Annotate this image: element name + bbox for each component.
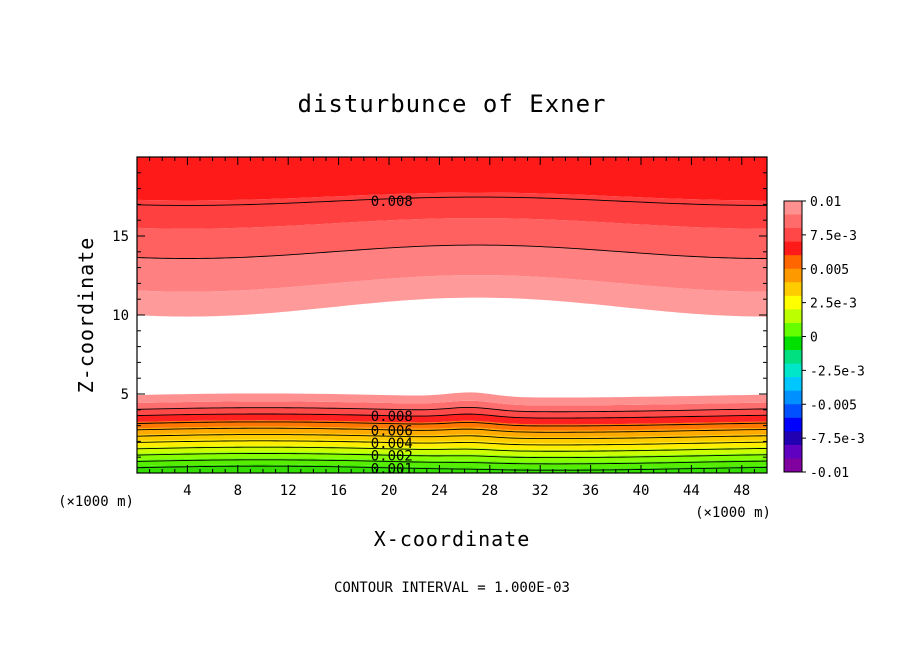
- colorbar-swatch: [784, 431, 802, 446]
- contour-fill-band: [137, 218, 767, 259]
- colorbar-swatch: [784, 363, 802, 378]
- x-tick-label: 48: [733, 483, 750, 499]
- colorbar-swatch: [784, 444, 802, 459]
- y-tick-label: 5: [121, 387, 129, 403]
- x-tick-label: 28: [481, 483, 498, 499]
- contour-label: 0.008: [371, 194, 413, 210]
- colorbar-swatch: [784, 377, 802, 392]
- x-tick-label: 32: [532, 483, 549, 499]
- contour-fill-band: [137, 432, 767, 444]
- colorbar-swatch: [784, 417, 802, 432]
- contour-line: [136, 440, 768, 446]
- x-unit-right: (×1000 m): [695, 505, 771, 521]
- contour-fill-band: [137, 420, 767, 431]
- colorbar-label: 7.5e-3: [810, 229, 857, 244]
- contour-line: [136, 453, 768, 459]
- colorbar-label: -7.5e-3: [810, 432, 865, 447]
- y-tick-label: 15: [112, 229, 129, 245]
- colorbar-swatch: [784, 390, 802, 405]
- contour-fill-band: [137, 426, 767, 438]
- y-axis-title: Z-coordinate: [74, 237, 98, 394]
- contour-line: [136, 434, 768, 440]
- contour-fill-band: [137, 245, 767, 292]
- contour-fill-band: [137, 445, 767, 456]
- colorbar: 0.01 7.5e-3 0.005 2.5e-3 0 -2.5e-3 -0.005 -7.5e…: [783, 195, 865, 481]
- x-axis-title: X-coordinate: [374, 527, 531, 551]
- colorbar-swatch: [784, 268, 802, 283]
- contour-fill-band: [137, 413, 767, 425]
- x-tick-label: 36: [582, 483, 599, 499]
- colorbar-label: 0: [810, 331, 818, 346]
- x-tick-label: 8: [234, 483, 242, 499]
- colorbar-label: -2.5e-3: [810, 364, 865, 379]
- contour-fill-band: [137, 458, 767, 469]
- colorbar-label: 0.005: [810, 263, 849, 278]
- contour-line: [136, 446, 768, 452]
- colorbar-swatch: [784, 322, 802, 337]
- colorbar-swatch: [784, 214, 802, 229]
- x-tick-label: 16: [330, 483, 347, 499]
- contour-fill-band: [137, 407, 767, 419]
- contour-fill-band: [137, 451, 767, 463]
- contour-line: [136, 465, 768, 471]
- colorbar-label: 2.5e-3: [810, 297, 857, 312]
- colorbar-swatch: [784, 336, 802, 351]
- contour-line: [136, 244, 768, 259]
- colorbar-swatch: [784, 309, 802, 324]
- contour-interval-note: CONTOUR INTERVAL = 1.000E-03: [334, 580, 570, 596]
- contour-line: [136, 421, 768, 427]
- chart-title: disturbunce of Exner: [298, 90, 607, 118]
- contour-label: 0.004: [371, 436, 413, 452]
- contour-line: [136, 196, 768, 206]
- contour-line: [136, 406, 768, 413]
- contour-fill-band: [137, 392, 767, 406]
- contour-fill-band: [137, 439, 767, 450]
- colorbar-swatch: [784, 458, 802, 473]
- y-tick-label: 10: [112, 308, 129, 324]
- x-tick-label: 4: [183, 483, 191, 499]
- contour-line: [136, 459, 768, 465]
- contour-label: 0.002: [371, 449, 413, 465]
- x-unit-left: (×1000 m): [58, 494, 134, 510]
- x-tick-label: 24: [431, 483, 448, 499]
- contour-label: 0.006: [371, 423, 413, 439]
- x-tick-label: 20: [381, 483, 398, 499]
- colorbar-swatch: [784, 228, 802, 243]
- colorbar-swatch: [784, 201, 802, 216]
- contour-line: [136, 427, 768, 433]
- contour-fill-band: [137, 275, 767, 317]
- x-tick-label: 44: [683, 483, 700, 499]
- contour-fill-band: [137, 400, 767, 412]
- contour-label: 0.001: [371, 461, 413, 477]
- colorbar-label: -0.01: [810, 466, 849, 481]
- contour-fill-band: [137, 192, 767, 229]
- colorbar-swatch: [784, 295, 802, 310]
- colorbar-label: -0.005: [810, 398, 857, 413]
- colorbar-swatch: [784, 282, 802, 297]
- colorbar-swatch: [784, 241, 802, 256]
- contour-label: 0.008: [371, 409, 413, 425]
- contour-fill-band: [137, 157, 767, 201]
- colorbar-label: 0.01: [810, 195, 841, 210]
- contour-line: [136, 413, 768, 419]
- colorbar-swatch: [784, 255, 802, 270]
- colorbar-swatch: [784, 404, 802, 419]
- x-tick-label: 40: [633, 483, 650, 499]
- x-tick-label: 12: [280, 483, 297, 499]
- colorbar-swatch: [784, 350, 802, 365]
